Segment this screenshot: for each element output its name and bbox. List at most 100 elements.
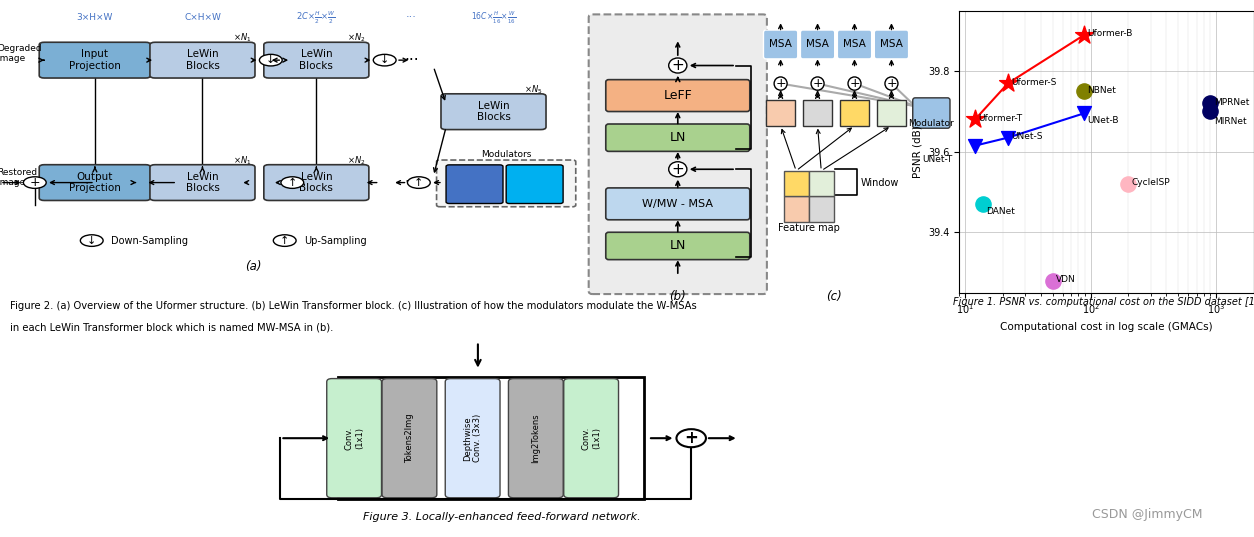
Text: ···: ···: [404, 53, 419, 68]
FancyBboxPatch shape: [507, 165, 563, 204]
Point: [1200, 99, 1220, 108]
FancyBboxPatch shape: [840, 100, 869, 126]
Text: Tokens2Img: Tokens2Img: [405, 413, 414, 463]
FancyBboxPatch shape: [564, 379, 618, 498]
Text: $16C\!\times\!\frac{H}{16}\!\times\!\frac{W}{16}$: $16C\!\times\!\frac{H}{16}\!\times\!\fra…: [470, 10, 517, 26]
Text: CSDN @JimmyCM: CSDN @JimmyCM: [1092, 508, 1203, 521]
Text: +: +: [30, 176, 40, 189]
Circle shape: [676, 429, 706, 447]
Circle shape: [668, 162, 687, 177]
Text: Output
Projection: Output Projection: [69, 172, 120, 193]
FancyBboxPatch shape: [445, 379, 500, 498]
FancyBboxPatch shape: [606, 79, 750, 112]
Text: ↑: ↑: [414, 178, 424, 187]
Text: LeWin
Blocks: LeWin Blocks: [186, 49, 219, 71]
Text: Up-Sampling: Up-Sampling: [303, 236, 366, 245]
FancyBboxPatch shape: [803, 100, 833, 126]
FancyBboxPatch shape: [913, 98, 951, 128]
Circle shape: [885, 77, 898, 90]
Text: Uformer-S: Uformer-S: [1011, 77, 1057, 86]
Text: +: +: [849, 77, 860, 90]
Text: NBNet: NBNet: [1087, 86, 1116, 95]
Text: $\times N_1$: $\times N_1$: [233, 32, 251, 45]
Text: $\times N_1$: $\times N_1$: [233, 154, 251, 167]
Text: UNet-S: UNet-S: [1011, 132, 1043, 141]
FancyBboxPatch shape: [436, 160, 576, 207]
Text: 3×H×W: 3×H×W: [76, 13, 113, 22]
Text: Figure 2. (a) Overview of the Uformer structure. (b) LeWin Transformer block. (c: Figure 2. (a) Overview of the Uformer st…: [10, 301, 697, 311]
FancyBboxPatch shape: [150, 165, 255, 200]
Text: Input
Projection: Input Projection: [69, 49, 120, 71]
Circle shape: [848, 77, 861, 90]
Point: [998, 79, 1018, 88]
FancyBboxPatch shape: [809, 171, 834, 197]
FancyBboxPatch shape: [508, 379, 563, 498]
Text: CycleISP: CycleISP: [1131, 178, 1170, 187]
Text: MSA: MSA: [880, 39, 903, 49]
Point: [966, 141, 986, 150]
Text: ↑: ↑: [280, 236, 290, 245]
Text: Modulator: Modulator: [908, 119, 954, 128]
Text: Modulators: Modulators: [482, 150, 532, 159]
Text: +: +: [671, 58, 685, 73]
Text: DANet: DANet: [987, 207, 1016, 216]
Circle shape: [80, 235, 103, 246]
Text: LN: LN: [670, 131, 686, 144]
FancyBboxPatch shape: [263, 42, 369, 78]
Circle shape: [273, 235, 296, 246]
Text: UNet-B: UNet-B: [1087, 116, 1119, 125]
FancyBboxPatch shape: [766, 100, 795, 126]
FancyBboxPatch shape: [606, 188, 750, 220]
Circle shape: [374, 54, 396, 66]
FancyBboxPatch shape: [339, 377, 643, 499]
Text: VDN: VDN: [1056, 275, 1076, 284]
Text: LeWin
Blocks: LeWin Blocks: [300, 172, 334, 193]
FancyBboxPatch shape: [588, 14, 767, 294]
Text: (b): (b): [670, 290, 686, 303]
Point: [1073, 87, 1093, 96]
Text: LN: LN: [670, 240, 686, 252]
Text: Uformer-B: Uformer-B: [1087, 29, 1132, 38]
FancyBboxPatch shape: [327, 379, 381, 498]
Point: [998, 133, 1018, 142]
FancyBboxPatch shape: [784, 197, 809, 222]
Circle shape: [281, 177, 303, 188]
Text: LeWin
Blocks: LeWin Blocks: [477, 101, 510, 122]
FancyBboxPatch shape: [877, 100, 907, 126]
Text: Restored
Image: Restored Image: [0, 168, 36, 187]
Text: ↓: ↓: [266, 55, 276, 65]
FancyBboxPatch shape: [606, 124, 750, 151]
Circle shape: [408, 177, 430, 188]
X-axis label: Computational cost in log scale (GMACs): Computational cost in log scale (GMACs): [1001, 322, 1213, 332]
Text: $\times N_2$: $\times N_2$: [346, 32, 365, 45]
Text: Figure 3. Locally-enhanced feed-forward network.: Figure 3. Locally-enhanced feed-forward …: [362, 512, 641, 523]
Text: (c): (c): [826, 290, 841, 303]
FancyBboxPatch shape: [441, 94, 545, 129]
Text: MPRNet: MPRNet: [1214, 98, 1249, 107]
FancyBboxPatch shape: [874, 30, 909, 59]
Text: +: +: [775, 77, 786, 90]
Text: C×H×W: C×H×W: [184, 13, 221, 22]
Text: Uformer-T: Uformer-T: [978, 114, 1022, 123]
Text: W/MW - MSA: W/MW - MSA: [642, 199, 714, 209]
FancyBboxPatch shape: [606, 233, 750, 259]
Text: MSA: MSA: [769, 39, 793, 49]
FancyBboxPatch shape: [39, 165, 150, 200]
Text: Depthwise
Conv. (3x3): Depthwise Conv. (3x3): [463, 414, 483, 462]
Text: LeWin
Blocks: LeWin Blocks: [186, 172, 219, 193]
FancyBboxPatch shape: [764, 30, 798, 59]
Text: Window: Window: [860, 178, 899, 188]
Text: LeFF: LeFF: [663, 89, 692, 102]
Text: MSA: MSA: [806, 39, 829, 49]
Text: Figure 1. PSNR vs. computational cost on the SIDD dataset [1].: Figure 1. PSNR vs. computational cost on…: [953, 297, 1254, 307]
Circle shape: [668, 58, 687, 73]
Text: ↑: ↑: [287, 178, 297, 187]
FancyBboxPatch shape: [446, 165, 503, 204]
Point: [973, 200, 993, 208]
Circle shape: [260, 54, 282, 66]
Circle shape: [774, 77, 788, 90]
Text: ···: ···: [404, 175, 419, 190]
Point: [1119, 180, 1139, 188]
Text: ↓: ↓: [87, 236, 97, 245]
Y-axis label: PSNR (dB): PSNR (dB): [913, 125, 923, 178]
